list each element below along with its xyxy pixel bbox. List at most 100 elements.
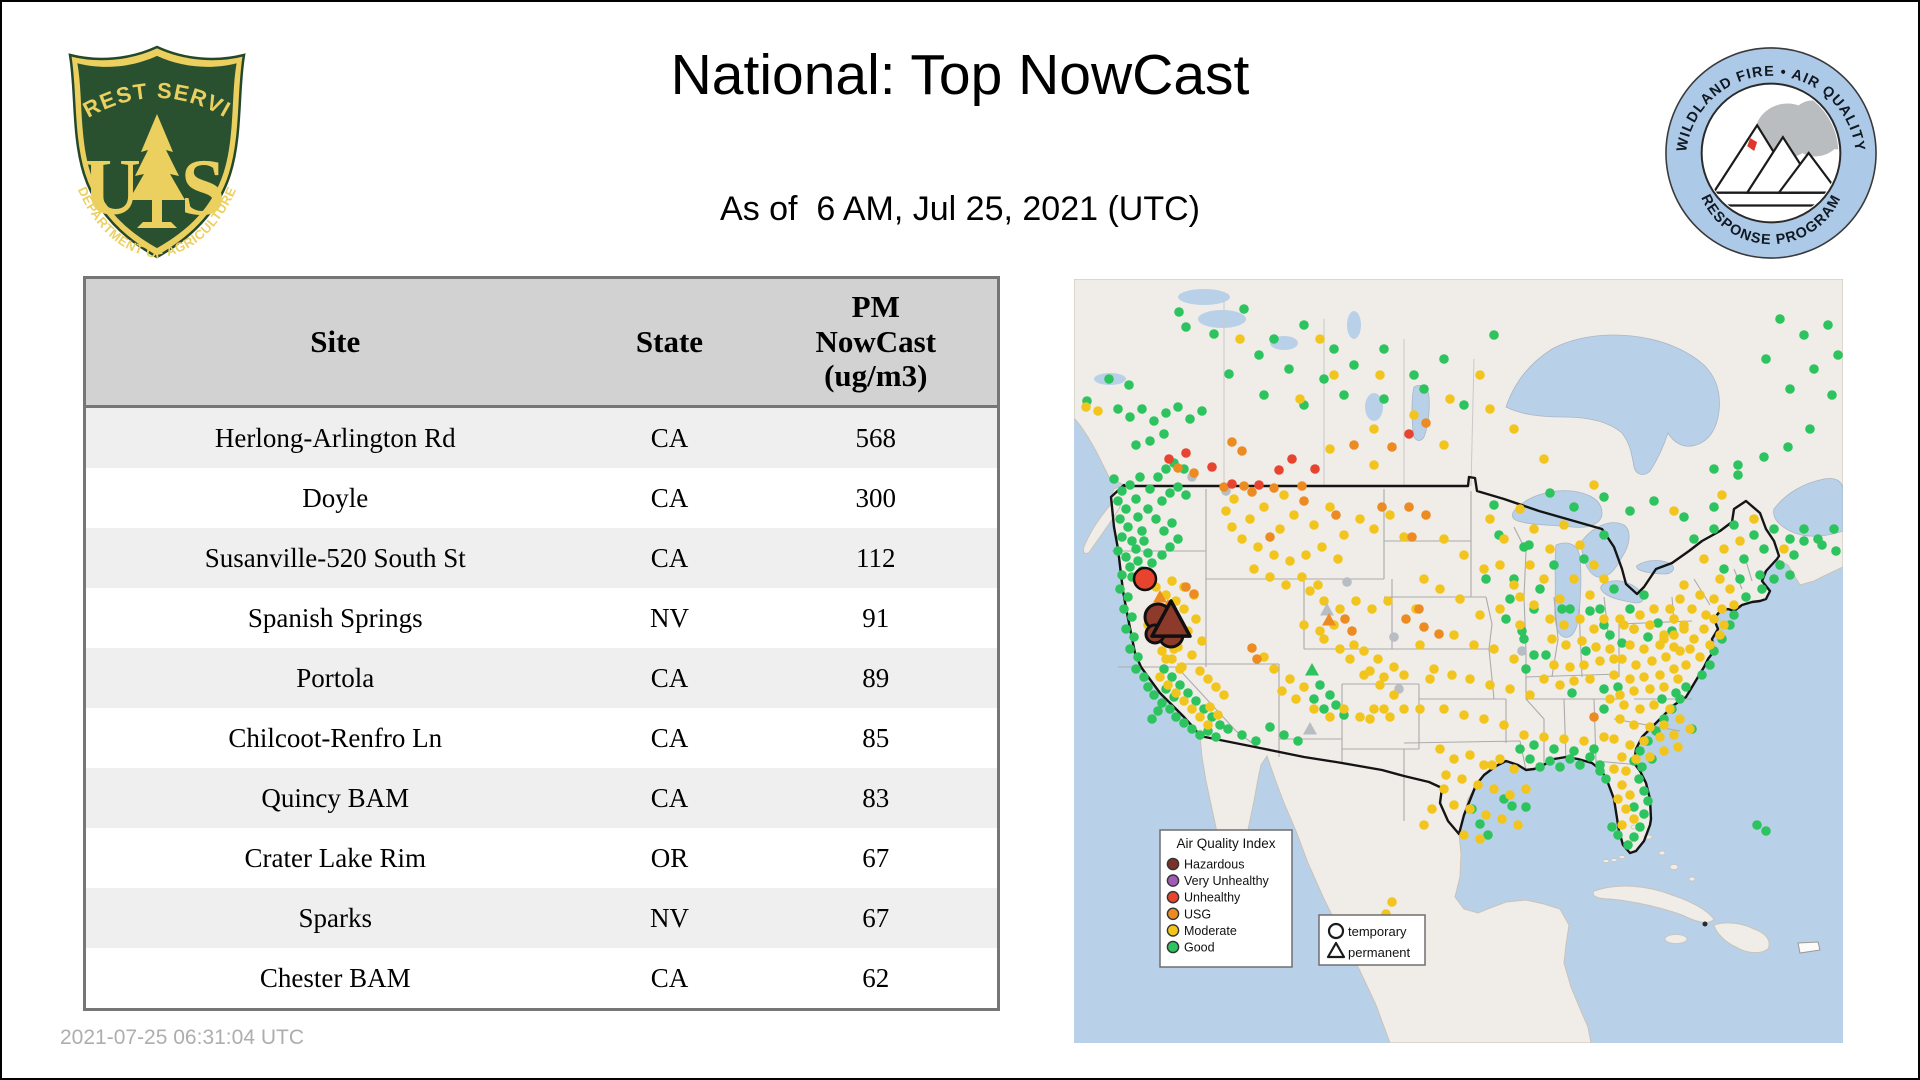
monitor-dot: [1309, 694, 1319, 704]
monitor-dot: [1585, 674, 1595, 684]
monitor-dot: [1439, 534, 1449, 544]
monitor-dot: [1719, 564, 1729, 574]
monitor-dot: [1159, 526, 1169, 536]
site-cell: Doyle: [302, 482, 369, 513]
monitor-dot: [1119, 604, 1129, 614]
map-small-island: [1669, 864, 1679, 870]
monitor-dot: [1183, 688, 1193, 698]
monitor-dot: [1123, 592, 1133, 602]
monitor-dot: [1495, 754, 1505, 764]
monitor-dot: [1565, 604, 1575, 614]
monitor-dot: [1629, 814, 1639, 824]
monitor-dot: [1309, 704, 1319, 714]
monitor-dot: [1137, 404, 1147, 414]
monitor-dot: [1521, 802, 1531, 812]
monitor-dot: [1805, 424, 1815, 434]
monitor-dot: [1739, 554, 1749, 564]
monitor-dot: [1631, 660, 1641, 670]
monitor-dot: [1485, 680, 1495, 690]
monitor-dot: [1783, 442, 1793, 452]
monitor-dot: [1729, 610, 1739, 620]
monitor-dot: [1589, 624, 1599, 634]
monitor-dot: [1617, 654, 1627, 664]
monitor-dot: [1485, 514, 1495, 524]
monitor-dot: [1649, 604, 1659, 614]
monitor-dot: [1557, 604, 1567, 614]
monitor-dot: [1695, 652, 1705, 662]
monitor-dot: [1137, 526, 1147, 536]
monitor-dot: [1145, 484, 1155, 494]
monitor-dot: [1539, 674, 1549, 684]
monitor-dot: [1515, 744, 1525, 754]
monitor-dot: [1117, 532, 1127, 542]
monitor-dot: [1213, 710, 1223, 720]
monitor-dot: [1701, 610, 1711, 620]
monitor-dot: [1123, 522, 1133, 532]
map-lake: [1511, 490, 1603, 528]
aqi-map: Air Quality Index Hazardous Very Unhealthy…: [1073, 278, 1844, 1044]
column-header-pm-nowcast: PM NowCast (ug/m3): [754, 277, 999, 408]
monitor-dot: [1157, 550, 1167, 560]
monitor-dot: [1569, 574, 1579, 584]
monitor-dot: [1315, 334, 1325, 344]
monitor-dot: [1759, 544, 1769, 554]
monitor-dot: [1709, 524, 1719, 534]
monitor-dot: [1215, 720, 1225, 730]
forest-service-logo: FOREST SERVICE DEPARTMENT OF AGRICULTURE…: [57, 40, 246, 261]
monitor-dot: [1351, 596, 1361, 606]
monitor-dot: [1717, 604, 1727, 614]
monitor-dot: [1575, 760, 1585, 770]
monitor-dot: [1117, 486, 1127, 496]
monitor-dot: [1297, 481, 1307, 491]
monitor-dot: [1785, 570, 1795, 580]
monitor-dot: [1539, 454, 1549, 464]
monitor-dot: [1673, 674, 1683, 684]
monitor-triangle: [1305, 663, 1319, 676]
monitor-dot: [1203, 720, 1213, 730]
monitor-dot: [1617, 780, 1627, 790]
monitor-dot: [1519, 730, 1529, 740]
permanent-symbol-icon: [1326, 941, 1346, 959]
monitor-dot: [1495, 560, 1505, 570]
monitor-dot: [1607, 822, 1617, 832]
monitor-dot: [1125, 412, 1135, 422]
monitor-dot: [1117, 570, 1127, 580]
monitor-dot: [1679, 580, 1689, 590]
monitor-dot: [1209, 329, 1219, 339]
monitor-dot: [1659, 720, 1669, 730]
monitor-dot: [1637, 762, 1647, 772]
monitor-dot: [1237, 446, 1247, 456]
monitor-dot: [1565, 662, 1575, 672]
value-cell: 62: [862, 962, 890, 993]
monitor-dot: [1449, 754, 1459, 764]
value-cell: 568: [855, 422, 897, 453]
monitor-dot: [1579, 736, 1589, 746]
monitor-dot: [1599, 574, 1609, 584]
monitor-dot: [1509, 424, 1519, 434]
monitor-dot: [1153, 472, 1163, 482]
monitor-dot: [1465, 804, 1475, 814]
monitor-dot: [1761, 354, 1771, 364]
monitor-dot: [1227, 479, 1237, 489]
monitor-dot: [1113, 496, 1123, 506]
table-row: Doyle CA 300: [84, 468, 999, 528]
monitor-dot: [1161, 408, 1171, 418]
monitor-dot: [1349, 360, 1359, 370]
map-lake-small: [1365, 393, 1383, 421]
monitor-dot: [1589, 560, 1599, 570]
monitor-dot: [1195, 666, 1205, 676]
monitor-dot: [1545, 614, 1555, 624]
map-small-island: [1658, 850, 1666, 856]
monitor-dot: [1419, 574, 1429, 584]
monitor-dot: [1609, 670, 1619, 680]
monitor-dot: [1419, 820, 1429, 830]
permanent-label: permanent: [1348, 945, 1411, 960]
monitor-dot: [1104, 374, 1114, 384]
monitor-dot: [1329, 344, 1339, 354]
monitor-dot: [1349, 440, 1359, 450]
legend-label: Good: [1184, 941, 1215, 955]
temporary-symbol-icon: [1327, 922, 1345, 940]
monitor-dot: [1319, 704, 1329, 714]
monitor-dot: [1579, 554, 1589, 564]
monitor-dot: [1339, 530, 1349, 540]
